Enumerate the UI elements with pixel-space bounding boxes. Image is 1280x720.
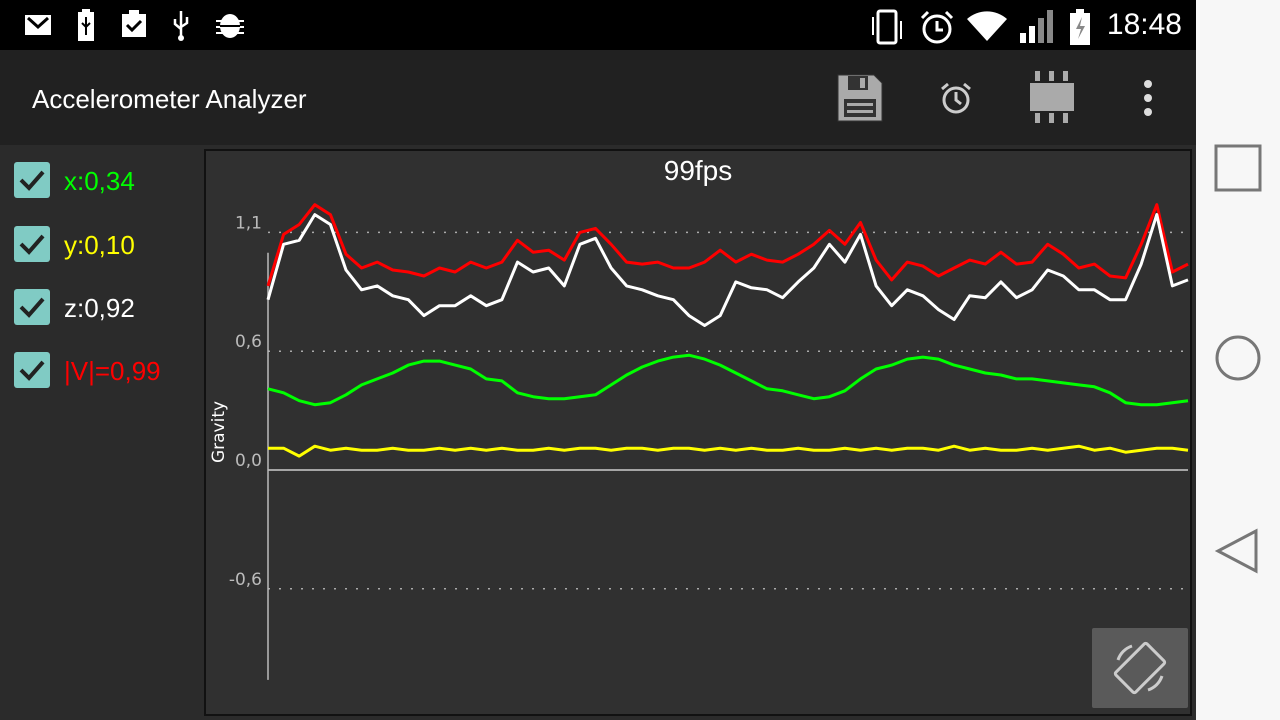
clipboard-check-icon — [122, 10, 146, 37]
wifi-icon — [967, 11, 1007, 41]
save-button[interactable] — [834, 72, 886, 124]
check-icon — [19, 170, 45, 191]
channel-label-z: z:0,92 — [64, 293, 135, 323]
alarm-icon — [920, 10, 954, 44]
status-bar: 18:48 — [0, 0, 1196, 50]
channel-label-magnitude: |V|=0,99 — [64, 356, 161, 386]
battery-usb-icon — [78, 9, 94, 41]
checkbox-z[interactable] — [14, 289, 50, 325]
rotate-button[interactable] — [1092, 628, 1188, 708]
checkbox-y[interactable] — [14, 226, 50, 262]
navigation-bar — [1196, 0, 1280, 720]
clock: 18:48 — [1106, 8, 1182, 41]
app-bar: Accelerometer Analyzer — [0, 50, 1196, 145]
back-icon[interactable] — [1214, 527, 1262, 575]
gmail-icon — [25, 15, 51, 35]
alarm-icon — [941, 82, 971, 114]
battery-charging-icon — [1070, 9, 1090, 45]
app-title: Accelerometer Analyzer — [32, 84, 307, 114]
check-icon — [19, 234, 45, 255]
home-icon[interactable] — [1214, 334, 1262, 382]
channel-label-x: x:0,34 — [64, 166, 135, 196]
channel-list: x:0,34 y:0,10 z:0,92 |V|=0,99 — [0, 145, 200, 720]
sensor-chip-button[interactable] — [1026, 71, 1078, 124]
android-debug-icon — [216, 14, 244, 38]
signal-icon — [1020, 10, 1053, 43]
vibrate-icon — [872, 9, 902, 45]
screen-rotation-icon — [1113, 641, 1167, 695]
chip-icon — [1030, 71, 1074, 123]
more-vert-icon — [1144, 80, 1152, 116]
check-icon — [19, 360, 45, 381]
recents-icon[interactable] — [1214, 144, 1262, 192]
check-icon — [19, 297, 45, 318]
usb-icon — [173, 11, 189, 41]
checkbox-magnitude[interactable] — [14, 352, 50, 388]
save-icon — [837, 74, 883, 122]
overflow-menu-button[interactable] — [1122, 72, 1174, 124]
checkbox-x[interactable] — [14, 162, 50, 198]
alarm-button[interactable] — [930, 72, 982, 124]
chart-panel: 99fps — [204, 149, 1192, 716]
chart-title: 99fps — [663, 155, 733, 186]
channel-label-y: y:0,10 — [64, 230, 135, 260]
